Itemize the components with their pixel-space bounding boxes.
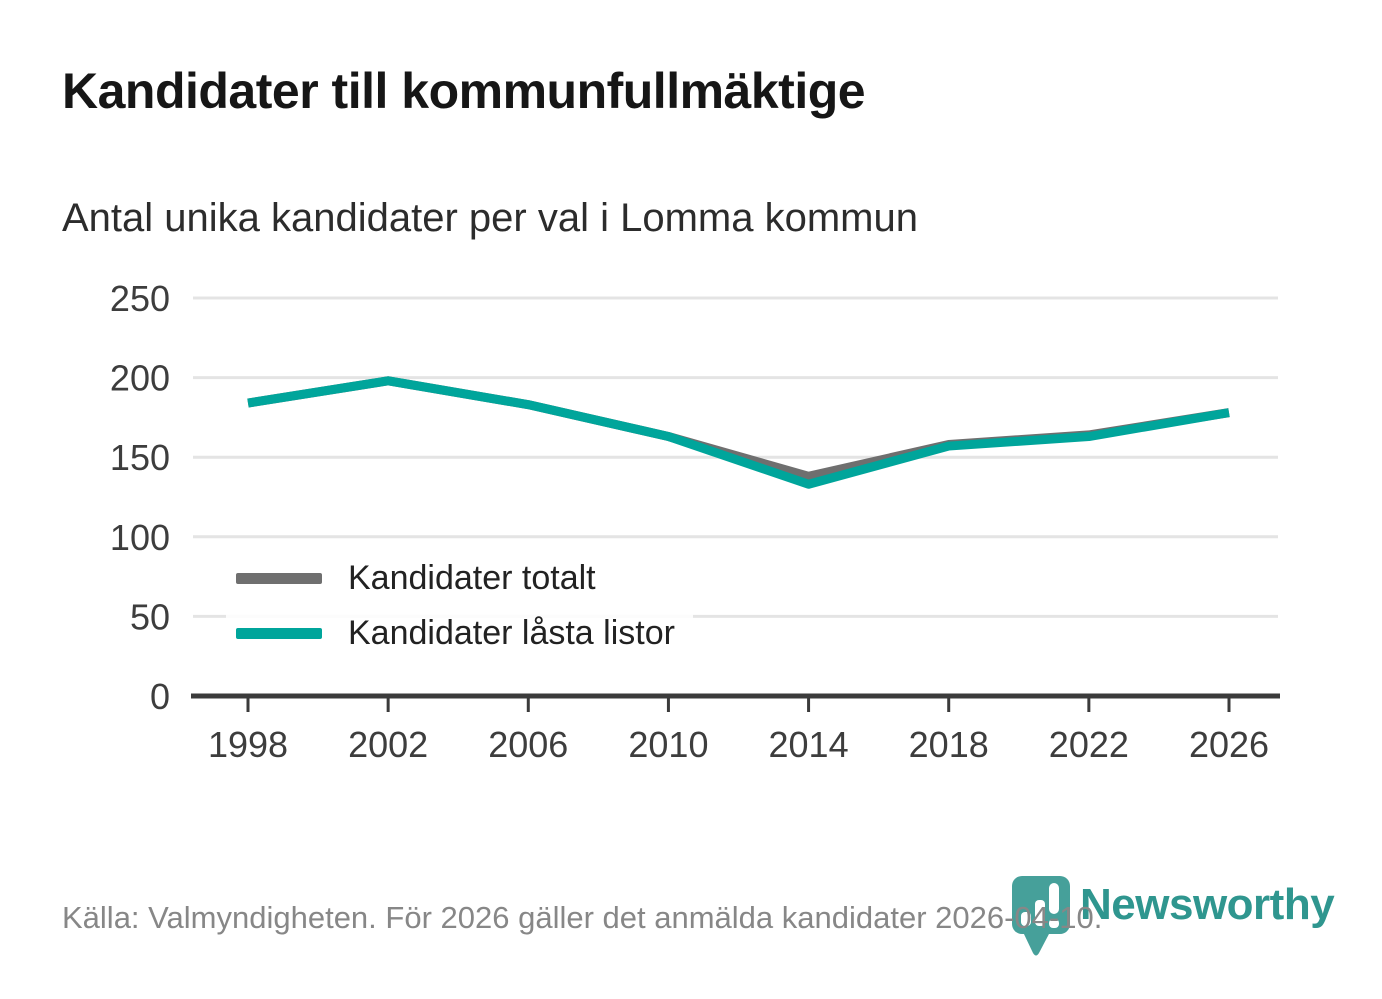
x-tick-label-2026: 2026 [1189,724,1269,765]
chart-title: Kandidater till kommunfullmäktige [62,63,866,119]
chart-subtitle: Antal unika kandidater per val i Lomma k… [62,196,918,240]
legend-swatch-locked-line [236,627,322,639]
x-tick-label-2022: 2022 [1049,724,1129,765]
y-tick-label-100: 100 [110,517,170,558]
y-tick-label-50: 50 [130,596,170,637]
x-tick-label-2002: 2002 [348,724,428,765]
newsworthy-pin-bar-chart-icon [1012,876,1070,956]
series-line-1 [247,376,1230,489]
source-note: Källa: Valmyndigheten. För 2026 gäller d… [62,900,1103,935]
newsworthy-wordmark: Newsworthy [1080,880,1335,929]
x-tick-label-2018: 2018 [909,724,989,765]
newsworthy-logo: Newsworthy [1012,876,1335,960]
x-tick-label-1998: 1998 [208,724,288,765]
legend-item-total: Kandidater totalt [236,556,675,600]
legend-swatch-total-line [236,572,322,584]
legend-label-total: Kandidater totalt [348,558,596,597]
y-tick-label-0: 0 [150,676,170,717]
y-tick-label-150: 150 [110,437,170,478]
x-tick-label-2010: 2010 [628,724,708,765]
legend-item-locked: Kandidater låsta listor [236,611,675,655]
chart-legend: Kandidater totalt Kandidater låsta listo… [226,548,693,667]
x-tick-label-2014: 2014 [769,724,849,765]
y-tick-label-250: 250 [110,278,170,319]
legend-label-locked: Kandidater låsta listor [348,613,675,652]
y-tick-label-200: 200 [110,358,170,399]
x-tick-label-2006: 2006 [488,724,568,765]
